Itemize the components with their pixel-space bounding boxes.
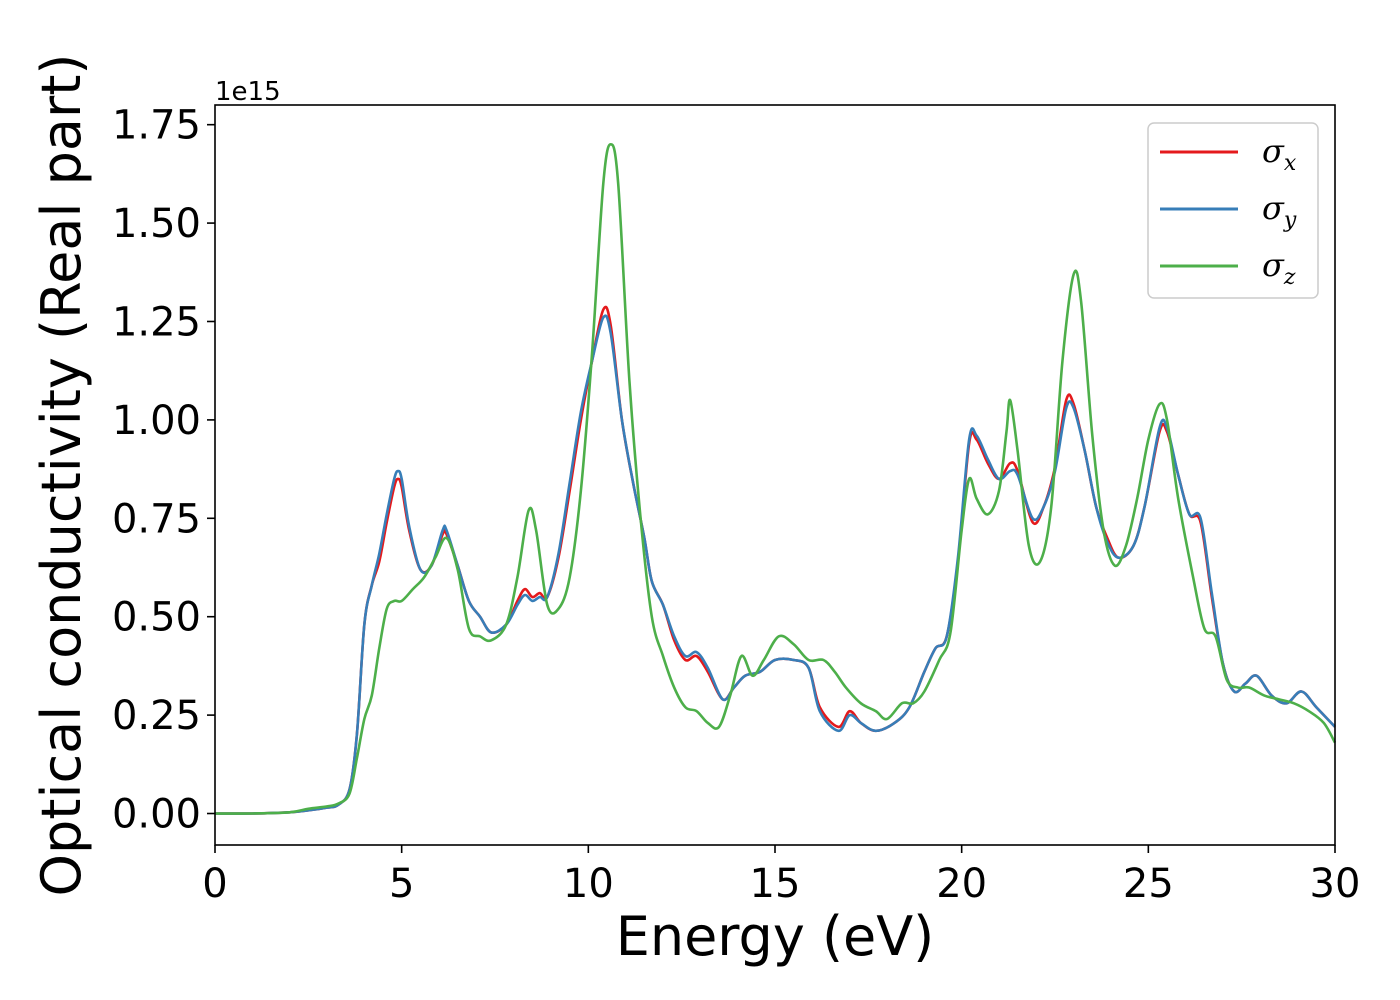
y-tick-label: 1.50 bbox=[112, 201, 201, 247]
y-tick-label: 0.25 bbox=[112, 693, 201, 739]
x-tick-label: 15 bbox=[750, 861, 801, 907]
y-tick-label: 1.25 bbox=[112, 299, 201, 345]
plot-frame bbox=[214, 104, 1336, 846]
y-axis-ticks: 0.00 0.25 0.50 0.75 1.00 1.25 1.50 1.75 bbox=[112, 103, 215, 838]
x-axis-title: Energy (eV) bbox=[616, 905, 935, 968]
x-tick-label: 30 bbox=[1310, 861, 1361, 907]
y-tick-label: 0.00 bbox=[112, 792, 201, 838]
y-axis-title: Optical conductivity (Real part) bbox=[30, 54, 93, 897]
legend-label-y: σy bbox=[1262, 189, 1297, 233]
y-offset-label: 1e15 bbox=[215, 77, 281, 107]
legend-label-x: σx bbox=[1262, 132, 1297, 176]
series-line-z bbox=[214, 143, 1337, 815]
x-tick-label: 25 bbox=[1123, 861, 1174, 907]
x-axis-ticks: 0 5 10 15 20 25 30 bbox=[202, 845, 1360, 907]
x-tick-label: 0 bbox=[202, 861, 227, 907]
y-tick-label: 0.75 bbox=[112, 496, 201, 542]
legend: σx σy σz bbox=[1147, 122, 1319, 299]
x-tick-label: 5 bbox=[389, 861, 414, 907]
series-lines bbox=[214, 143, 1337, 815]
x-tick-label: 10 bbox=[563, 861, 614, 907]
series-line-y bbox=[214, 314, 1336, 815]
y-tick-label: 1.75 bbox=[112, 103, 201, 149]
legend-label-z: σz bbox=[1262, 246, 1296, 290]
x-tick-label: 20 bbox=[936, 861, 987, 907]
y-tick-label: 1.00 bbox=[112, 398, 201, 444]
y-tick-label: 0.50 bbox=[112, 595, 201, 641]
